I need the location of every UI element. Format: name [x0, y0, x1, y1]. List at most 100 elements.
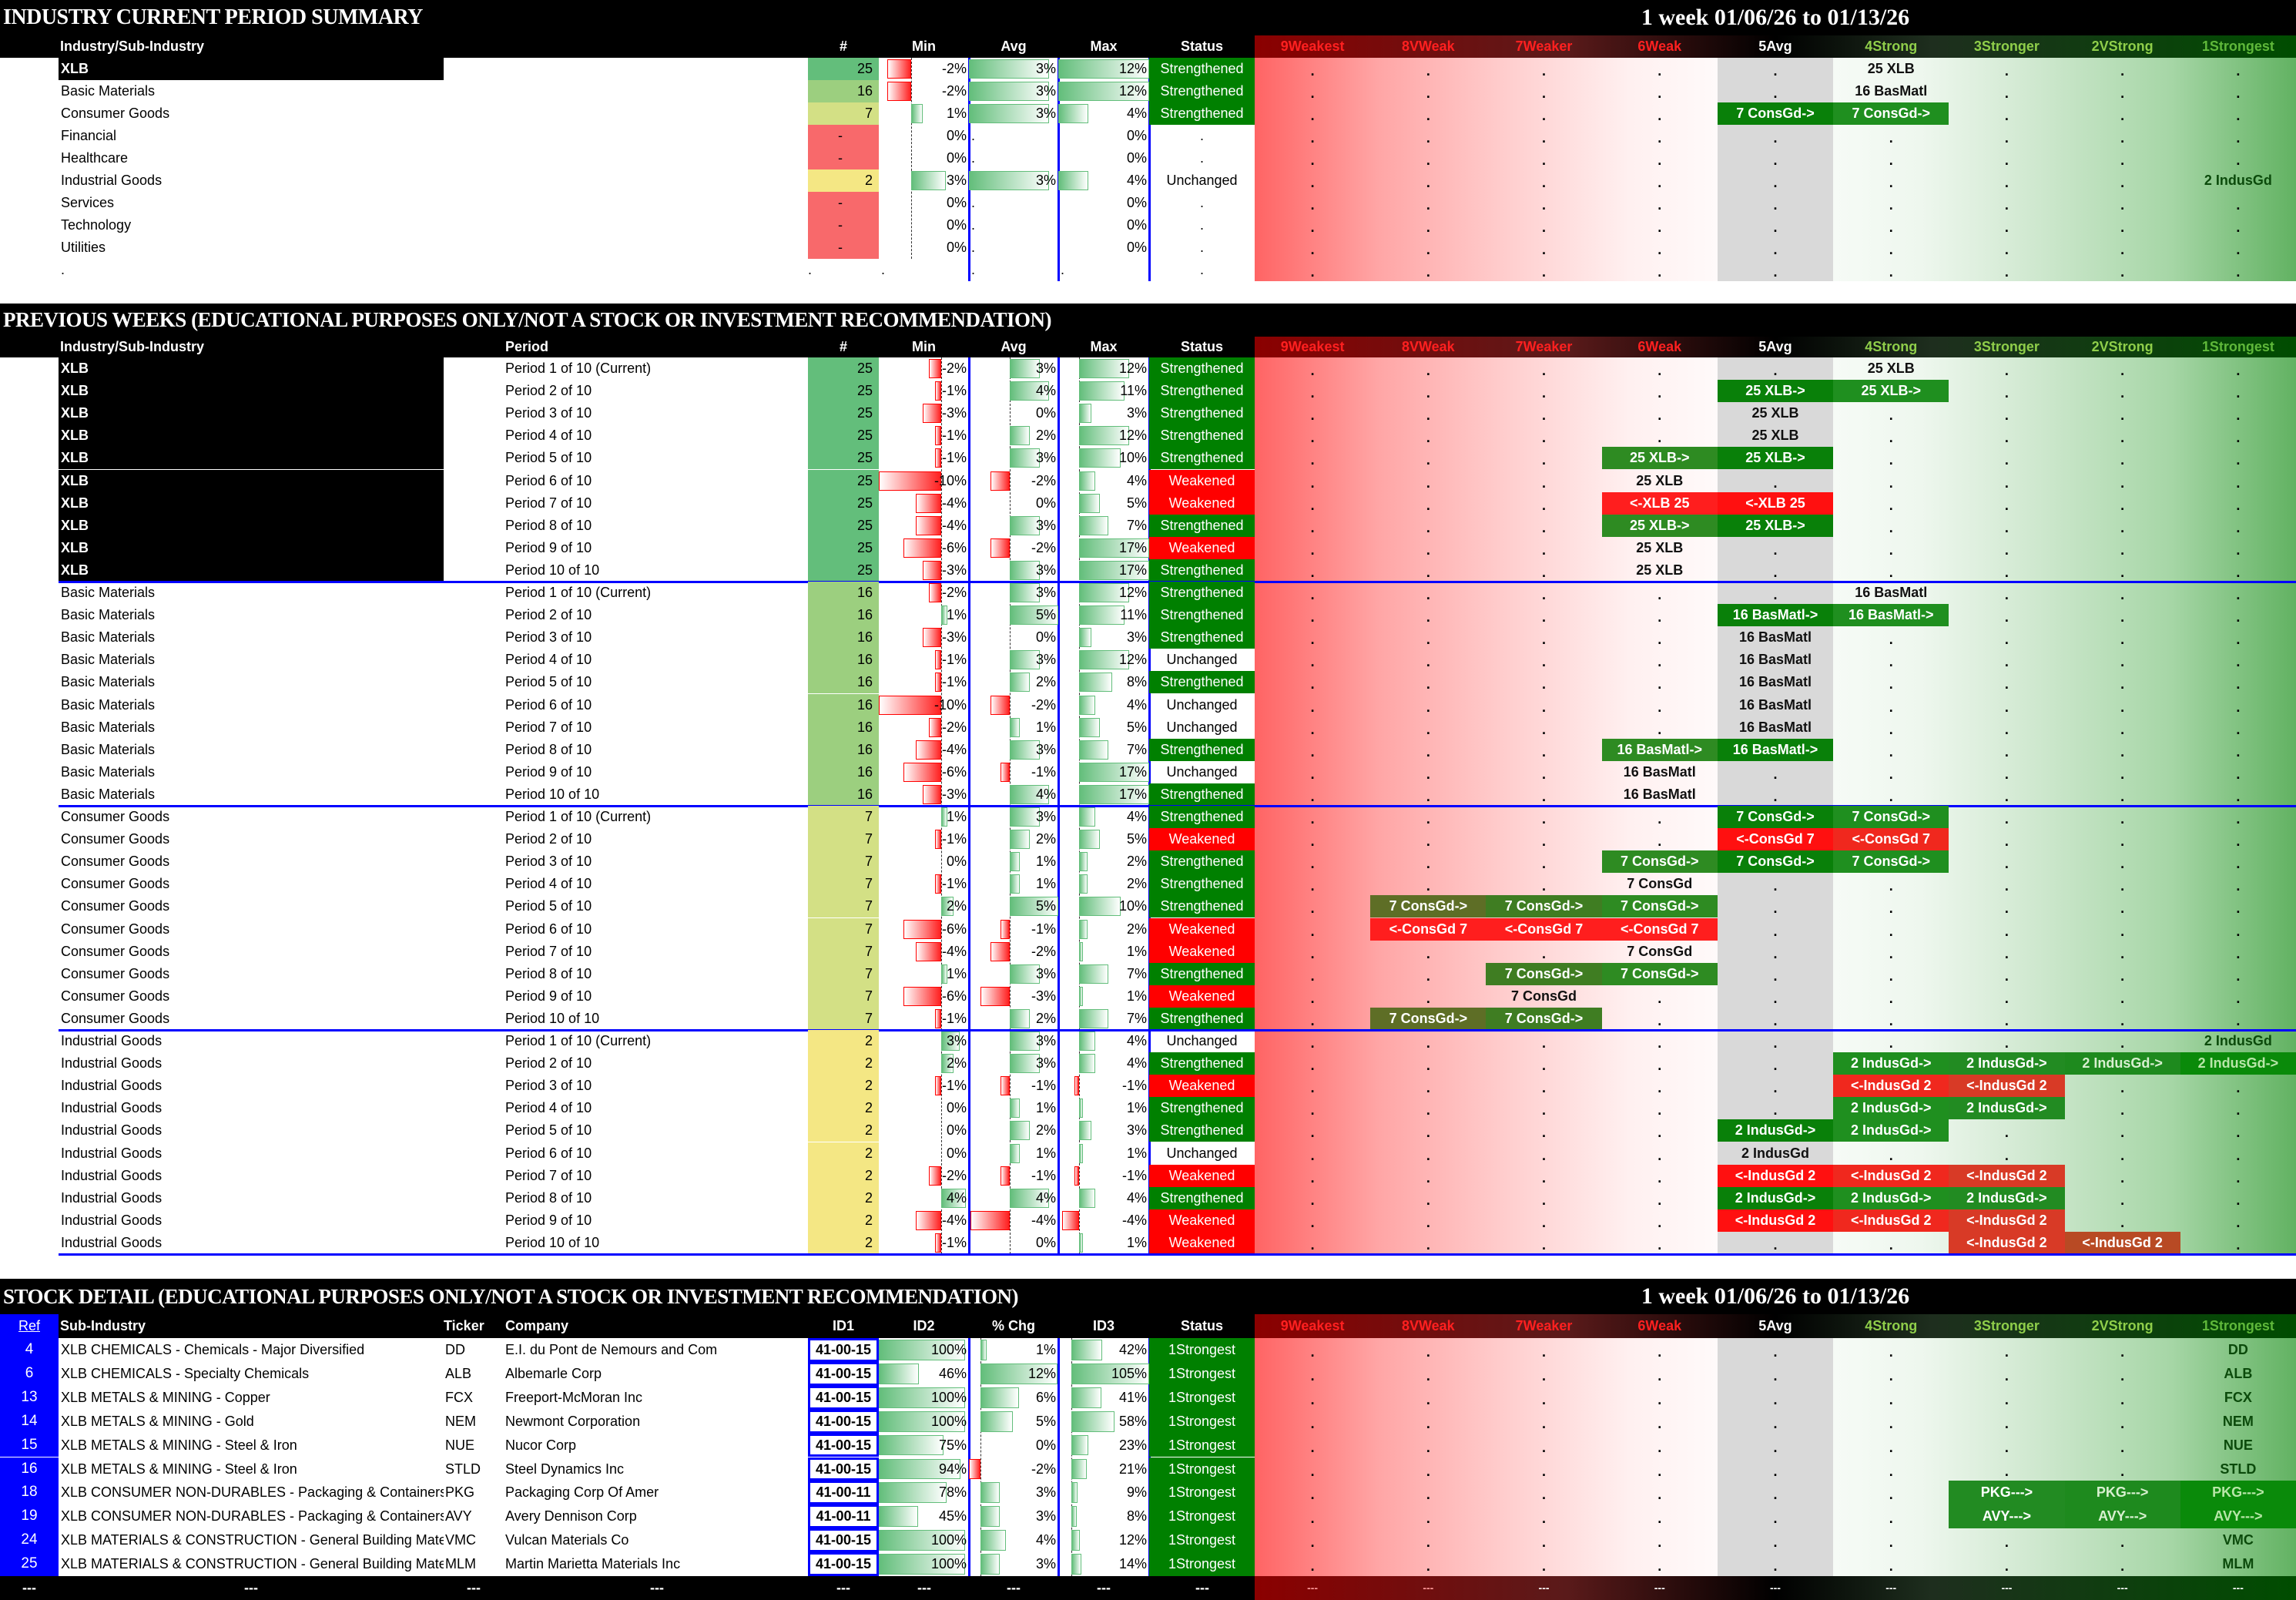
grid-header-3stronger[interactable]: 3Stronger — [1973, 1318, 2040, 1333]
grid-cell-up[interactable]: 7 ConsGd-> — [1370, 1007, 1487, 1030]
grid-cell-down[interactable]: <-IndusGd 2 — [1949, 1231, 2065, 1254]
grid-cell-up[interactable]: 7 ConsGd-> — [1833, 850, 1949, 874]
grid-cell-up[interactable]: 16 BasMatl-> — [1601, 738, 1718, 761]
grid-cell-down[interactable]: <-ConsGd 7 — [1370, 917, 1487, 941]
industry-name[interactable]: Industrial Goods — [61, 1234, 163, 1250]
industry-name[interactable]: Industrial Goods — [61, 1100, 163, 1116]
grid-header-7weaker[interactable]: 7Weaker — [1515, 39, 1573, 54]
grid-cell-plain[interactable]: STLD — [2220, 1461, 2257, 1477]
grid-header-2vstrong[interactable]: 2VStrong — [2091, 39, 2154, 54]
ref-number[interactable]: 24 — [0, 1528, 59, 1553]
grid-cell-up[interactable]: AVY---> — [1949, 1504, 2065, 1529]
header-count[interactable]: # — [839, 339, 847, 354]
grid-cell-down[interactable]: <-ConsGd 7 — [1833, 828, 1949, 851]
industry-name[interactable]: Basic Materials — [61, 629, 156, 646]
industry-name[interactable]: XLB — [59, 491, 444, 515]
industry-name[interactable]: Basic Materials — [61, 741, 156, 757]
ref-number[interactable]: 16 — [0, 1457, 59, 1481]
header-max[interactable]: Max — [1090, 339, 1118, 354]
ticker[interactable]: NEM — [445, 1413, 476, 1429]
grid-cell-plain[interactable]: 25 XLB — [1751, 405, 1799, 421]
grid-cell-up[interactable]: 7 ConsGd-> — [1486, 1007, 1602, 1030]
grid-cell-down[interactable]: <-ConsGd 7 — [1717, 828, 1834, 851]
industry-name[interactable]: XLB — [59, 558, 444, 582]
industry-name[interactable]: Consumer Goods — [61, 898, 170, 914]
industry-name[interactable]: Consumer Goods — [61, 988, 170, 1004]
grid-cell-plain[interactable]: VMC — [2222, 1532, 2254, 1548]
grid-cell-plain[interactable]: NUE — [2223, 1437, 2253, 1453]
ticker[interactable]: STLD — [445, 1461, 481, 1477]
grid-cell-down[interactable]: <-IndusGd 2 — [1949, 1075, 2065, 1098]
industry-name[interactable]: Basic Materials — [61, 719, 156, 735]
header-industry[interactable]: Industry/Sub-Industry — [60, 39, 205, 54]
industry-name[interactable]: Consumer Goods — [61, 106, 170, 121]
industry-name[interactable]: XLB — [59, 424, 444, 448]
industry-name[interactable]: Consumer Goods — [61, 1010, 170, 1026]
ref-number[interactable]: 4 — [0, 1338, 59, 1362]
grid-header-7weaker[interactable]: 7Weaker — [1515, 339, 1573, 354]
grid-header-9weakest[interactable]: 9Weakest — [1280, 1318, 1345, 1333]
industry-name[interactable]: Utilities — [61, 240, 106, 255]
grid-header-5avg[interactable]: 5Avg — [1758, 1318, 1792, 1333]
industry-name[interactable]: XLB — [59, 514, 444, 537]
header-status[interactable]: Status — [1180, 339, 1223, 354]
grid-cell-plain[interactable]: 16 BasMatl — [1623, 763, 1696, 780]
industry-name[interactable]: Industrial Goods — [61, 1055, 163, 1072]
grid-cell-down[interactable]: <-IndusGd 2 — [1833, 1075, 1949, 1098]
grid-header-1strongest[interactable]: 1Strongest — [2201, 39, 2274, 54]
grid-cell-plain[interactable]: 16 BasMatl — [1738, 674, 1812, 690]
grid-cell-plain[interactable]: 16 BasMatl — [1738, 696, 1812, 713]
industry-name[interactable]: Industrial Goods — [61, 1122, 163, 1139]
header-pct-change[interactable]: % Chg — [992, 1318, 1035, 1333]
industry-name[interactable]: XLB — [59, 357, 444, 381]
industry-name[interactable]: XLB — [59, 469, 444, 492]
header-ref-link[interactable]: Ref — [0, 1314, 59, 1338]
grid-header-1strongest[interactable]: 1Strongest — [2201, 1318, 2274, 1333]
industry-name[interactable]: Industrial Goods — [61, 1145, 163, 1161]
grid-cell-up[interactable]: 7 ConsGd-> — [1486, 895, 1602, 918]
grid-cell-up[interactable]: AVY---> — [2180, 1504, 2296, 1529]
grid-cell-plain[interactable]: 25 XLB — [1636, 472, 1684, 488]
header-company[interactable]: Company — [505, 1318, 569, 1333]
grid-cell-plain[interactable]: 25 XLB — [1867, 361, 1915, 376]
grid-cell-plain[interactable]: FCX — [2224, 1389, 2252, 1405]
grid-cell-plain[interactable]: 2 IndusGd — [2204, 1033, 2272, 1048]
industry-name[interactable]: Industrial Goods — [61, 1167, 163, 1183]
grid-cell-plain[interactable]: NEM — [2222, 1413, 2254, 1429]
grid-cell-down[interactable]: <-IndusGd 2 — [1949, 1209, 2065, 1232]
ticker[interactable]: NUE — [445, 1437, 475, 1453]
ref-number[interactable]: 15 — [0, 1433, 59, 1457]
header-count[interactable]: # — [839, 39, 847, 54]
grid-header-2vstrong[interactable]: 2VStrong — [2091, 1318, 2154, 1333]
industry-name[interactable]: Basic Materials — [61, 607, 156, 623]
grid-header-3stronger[interactable]: 3Stronger — [1973, 39, 2040, 54]
industry-name[interactable]: Consumer Goods — [61, 809, 170, 824]
industry-name[interactable]: XLB — [59, 536, 444, 559]
grid-cell-plain[interactable]: DD — [2227, 1342, 2248, 1357]
grid-cell-down[interactable]: <-IndusGd 2 — [2064, 1231, 2180, 1254]
industry-name[interactable]: Basic Materials — [61, 652, 156, 668]
industry-name[interactable]: Technology — [61, 217, 132, 233]
header-avg[interactable]: Avg — [1001, 39, 1027, 54]
grid-cell-up[interactable]: PKG---> — [2064, 1481, 2180, 1505]
grid-cell-plain[interactable]: 16 BasMatl — [1855, 585, 1928, 600]
grid-cell-up[interactable]: 2 IndusGd-> — [1833, 1119, 1949, 1142]
grid-cell-plain[interactable]: 16 BasMatl — [1738, 629, 1812, 646]
header-status[interactable]: Status — [1180, 39, 1223, 54]
grid-header-6weak[interactable]: 6Weak — [1637, 1318, 1682, 1333]
industry-name[interactable]: Financial — [61, 128, 117, 143]
grid-cell-down[interactable]: <-IndusGd 2 — [1717, 1164, 1834, 1187]
grid-cell-up[interactable]: 2 IndusGd-> — [2064, 1052, 2180, 1075]
grid-cell-up[interactable]: PKG---> — [2180, 1481, 2296, 1505]
ticker[interactable]: AVY — [445, 1508, 472, 1525]
grid-header-2vstrong[interactable]: 2VStrong — [2091, 339, 2154, 354]
header-status[interactable]: Status — [1180, 1318, 1223, 1333]
ticker[interactable]: FCX — [445, 1389, 473, 1405]
grid-cell-down[interactable]: <-IndusGd 2 — [1833, 1164, 1949, 1187]
industry-name[interactable]: Industrial Goods — [61, 1033, 163, 1048]
grid-cell-up[interactable]: 25 XLB-> — [1717, 514, 1834, 537]
grid-cell-up[interactable]: 7 ConsGd-> — [1601, 895, 1718, 918]
industry-name[interactable]: Industrial Goods — [61, 1078, 163, 1094]
industry-name[interactable]: XLB — [59, 380, 444, 403]
header-sub-industry[interactable]: Sub-Industry — [60, 1318, 146, 1333]
